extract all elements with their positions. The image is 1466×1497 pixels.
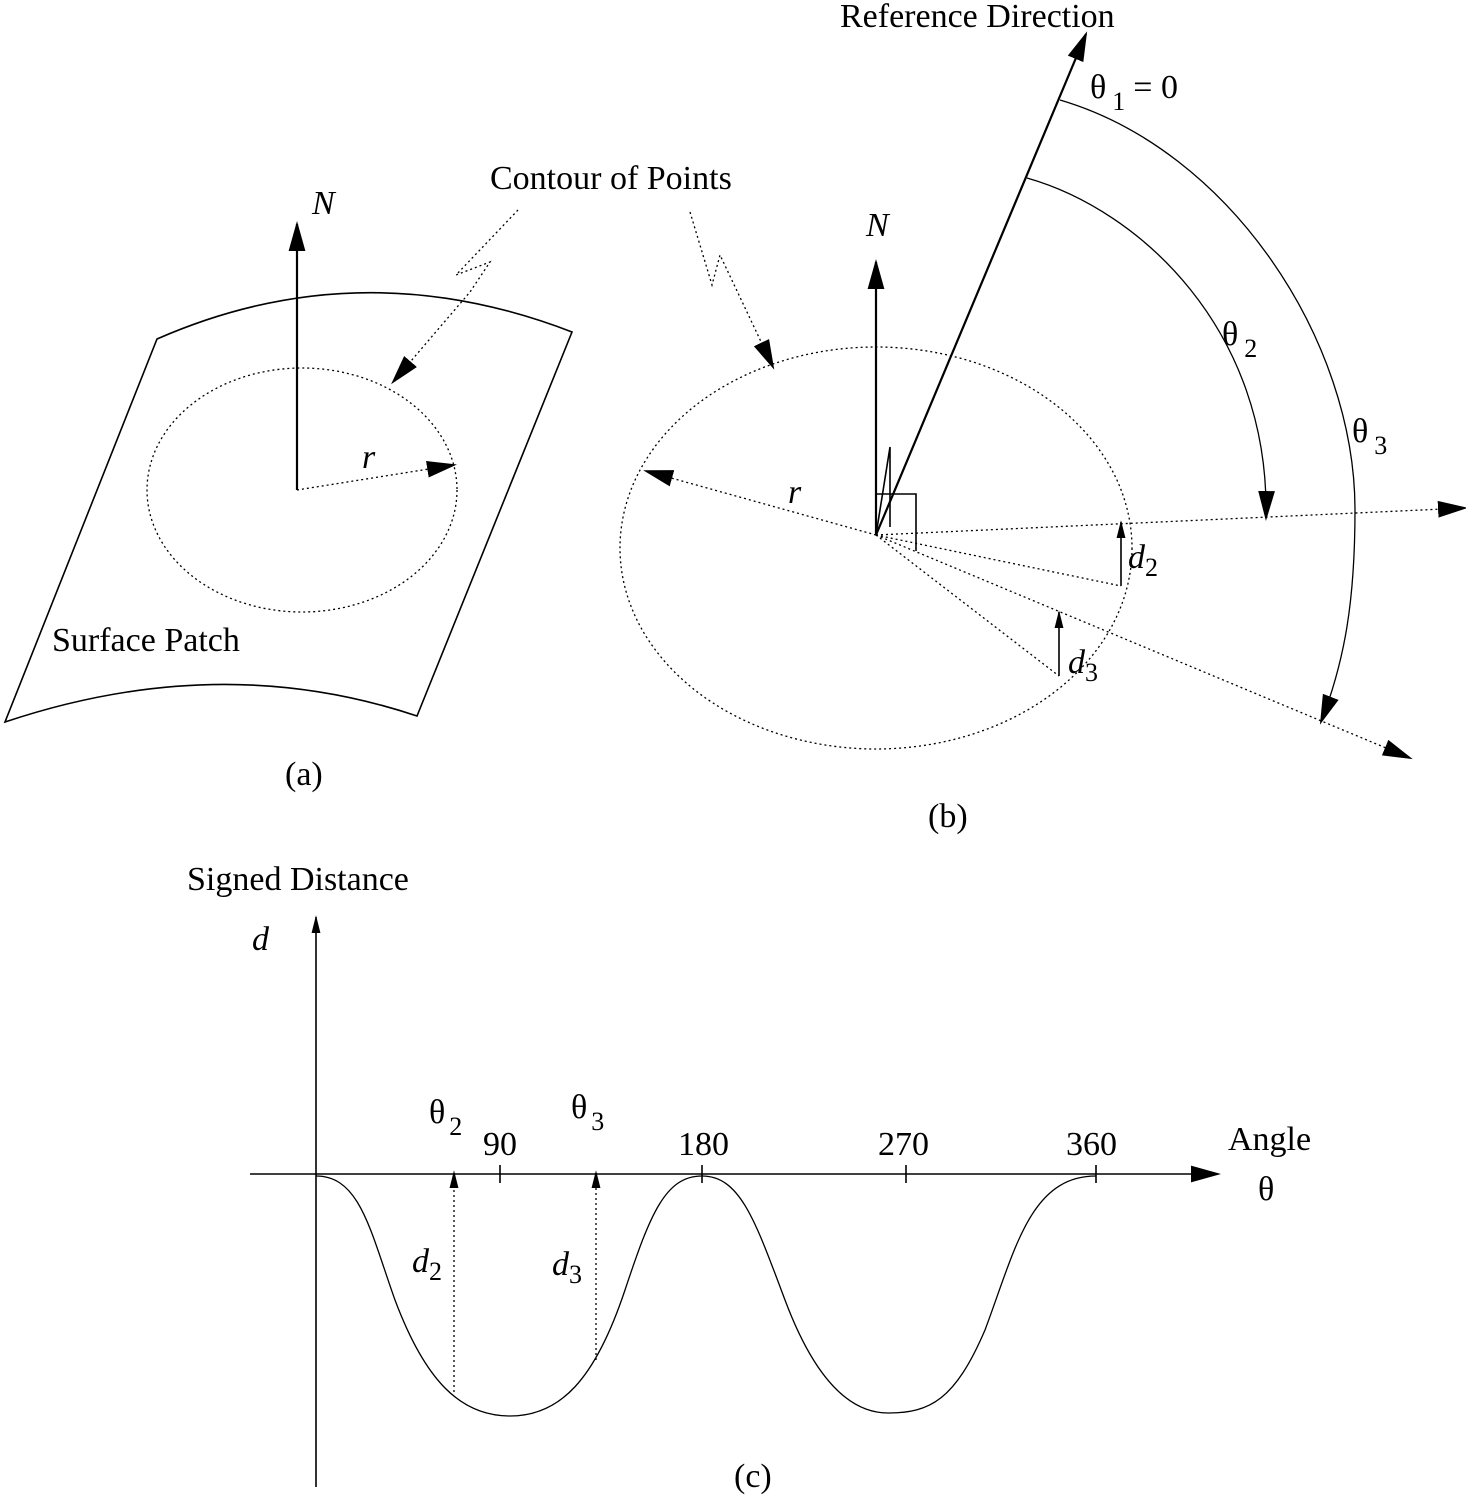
reference-direction-arrow — [874, 31, 1088, 536]
theta2-direction-arrow — [875, 500, 1466, 536]
caption-b: (b) — [928, 798, 968, 835]
x-axis-symbol: θ — [1258, 1171, 1274, 1208]
contour-pointer-a — [391, 209, 519, 385]
projection-line-2 — [875, 534, 1122, 587]
theta2-arc — [1026, 177, 1275, 521]
d2-label-b: d2 — [1128, 539, 1158, 582]
surface-patch-label: Surface Patch — [52, 622, 240, 659]
theta3-direction-arrow — [875, 534, 1413, 760]
caption-a: (a) — [285, 756, 323, 793]
tick-label-180: 180 — [678, 1126, 729, 1163]
d2-label-c: d2 — [412, 1243, 442, 1286]
surface-patch-outline — [3, 291, 574, 724]
y-axis-title: Signed Distance — [187, 861, 409, 898]
tick-label-360: 360 — [1066, 1126, 1117, 1163]
reference-direction-label: Reference Direction — [840, 0, 1115, 35]
contour-label-group: Contour of Points — [391, 160, 775, 385]
tick-label-270: 270 — [878, 1126, 929, 1163]
radius-arrow-a — [296, 460, 457, 491]
tangent-plane-box — [877, 493, 917, 551]
y-axis-symbol: d — [252, 921, 270, 958]
tangent-plane-sketch — [875, 446, 891, 536]
radius-arrow-b — [643, 470, 877, 536]
x-axis-title: Angle — [1228, 1121, 1311, 1158]
radius-label-b: r — [788, 474, 802, 511]
d3-label-c: d3 — [552, 1246, 582, 1289]
theta1-label: θ 1 = 0 — [1090, 69, 1178, 116]
d3-label-b: d3 — [1068, 644, 1098, 687]
panel-a: N r Surface Patch (a) — [3, 185, 574, 793]
caption-c: (c) — [734, 1458, 772, 1495]
tick-label-90: 90 — [483, 1126, 517, 1163]
normal-label-a: N — [311, 185, 337, 222]
radius-label-a: r — [362, 439, 376, 476]
contour-pointer-b — [689, 211, 775, 370]
contour-ellipse-a — [146, 367, 458, 613]
signed-distance-curve — [315, 1175, 1097, 1417]
contour-label: Contour of Points — [490, 160, 732, 197]
theta3-arc — [1059, 99, 1356, 725]
normal-label-b: N — [865, 207, 891, 244]
projection-line-3 — [875, 534, 1060, 677]
